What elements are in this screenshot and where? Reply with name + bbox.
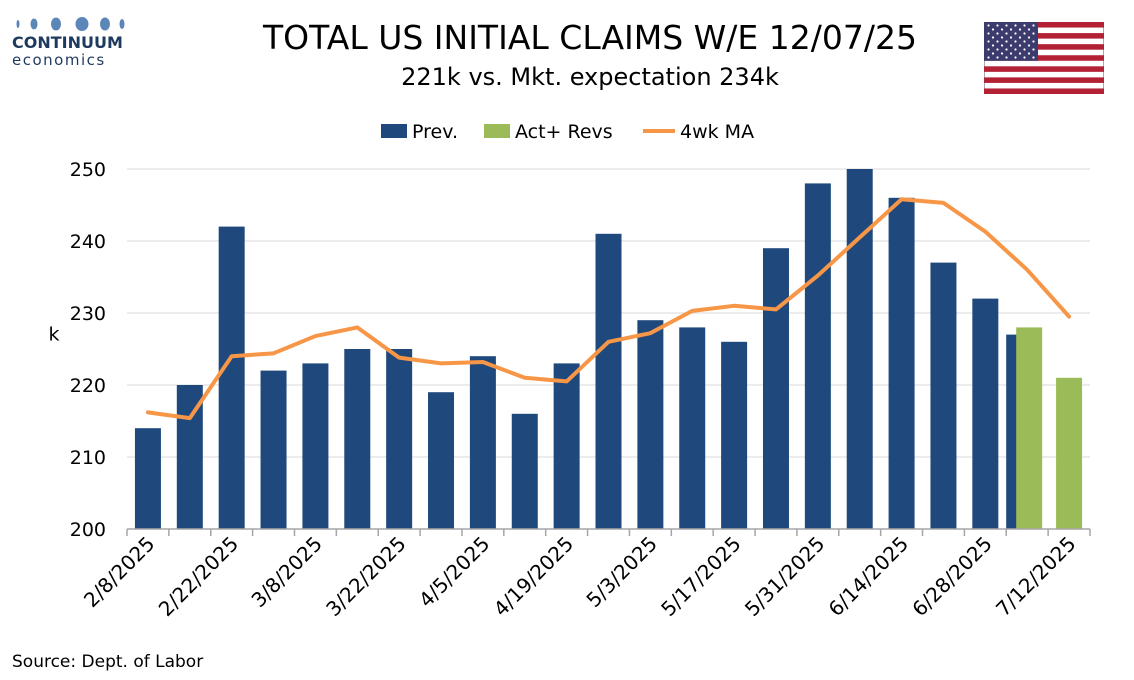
bar-prev — [846, 169, 873, 529]
bar-prev — [176, 385, 203, 529]
bar-prev — [428, 392, 455, 529]
bar-prev — [762, 248, 789, 529]
logo-name: CONTINUUM — [12, 33, 123, 52]
x-tick-label: 5/3/2025 — [581, 532, 661, 612]
logo-dots-icon — [12, 14, 132, 34]
bar-prev — [344, 349, 371, 529]
bar-prev — [972, 298, 999, 529]
y-tick-label: 240 — [70, 231, 106, 253]
ma-line — [145, 197, 1072, 421]
bar-act — [1016, 327, 1043, 529]
x-tick-label: 4/19/2025 — [489, 532, 578, 621]
x-tick-label: 5/31/2025 — [740, 532, 829, 621]
source-note: Source: Dept. of Labor — [12, 652, 204, 672]
bars — [134, 169, 1083, 530]
x-tick-label: 3/8/2025 — [246, 532, 326, 612]
legend-label-prev: Prev. — [412, 121, 458, 143]
x-tick-label: 5/17/2025 — [656, 532, 745, 621]
bar-prev — [134, 428, 161, 529]
y-tick-label: 200 — [70, 519, 106, 541]
x-tick-label: 2/8/2025 — [79, 532, 159, 612]
bar-prev — [260, 370, 287, 529]
y-tick-label: 210 — [70, 447, 106, 469]
bar-prev — [469, 356, 496, 529]
bar-prev — [218, 226, 245, 529]
x-tick-label: 6/28/2025 — [907, 532, 996, 621]
legend-label-act: Act+ Revs — [515, 121, 613, 143]
y-tick-label: 230 — [70, 303, 106, 325]
x-tick-label: 2/22/2025 — [154, 532, 243, 621]
legend-swatch-prev — [381, 124, 407, 138]
bar-prev — [804, 183, 831, 529]
ma-series-line — [145, 197, 1072, 421]
continuum-logo: CONTINUUM economics — [12, 14, 132, 76]
y-tick-label: 250 — [70, 159, 106, 181]
bar-prev — [888, 197, 915, 530]
legend-swatch-act — [484, 124, 510, 138]
legend-label-ma: 4wk MA — [680, 121, 754, 143]
x-tick-label: 4/5/2025 — [414, 532, 494, 612]
bar-prev — [511, 413, 538, 529]
x-tick-label: 6/14/2025 — [824, 532, 913, 621]
bar-prev — [637, 320, 664, 529]
y-axis-label: k — [48, 324, 59, 346]
y-tick-label: 220 — [70, 375, 106, 397]
bar-prev — [721, 341, 748, 529]
bar-prev — [679, 327, 706, 529]
x-tick-label: 3/22/2025 — [321, 532, 410, 621]
chart-legend: Prev. Act+ Revs 4wk MA — [381, 121, 754, 143]
bar-prev — [595, 233, 622, 530]
chart-subtitle: 221k vs. Mkt. expectation 234k — [401, 63, 779, 91]
logo-subtitle: economics — [12, 51, 106, 69]
y-axis: 200 210 220 230 240 250 k — [48, 159, 106, 541]
bar-prev — [930, 262, 957, 529]
bar-prev — [553, 363, 580, 529]
bar-prev — [386, 349, 413, 529]
chart-title: TOTAL US INITIAL CLAIMS W/E 12/07/25 — [263, 18, 917, 57]
x-tick-label: 7/12/2025 — [991, 532, 1080, 621]
bar-act — [1056, 377, 1083, 529]
bar-prev — [302, 363, 329, 529]
